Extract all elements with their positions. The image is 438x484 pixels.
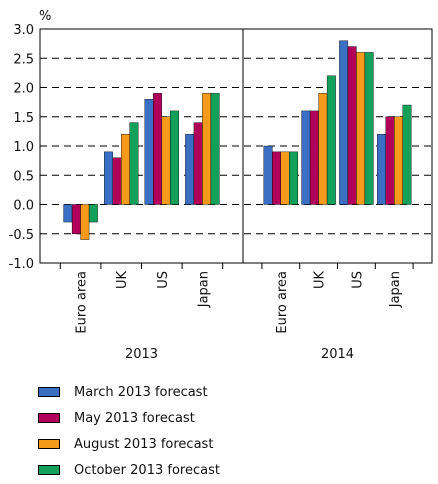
y-tick-label: 0.0	[13, 199, 34, 214]
bar	[63, 204, 73, 223]
bar	[377, 134, 386, 205]
x-category-label: Japan	[196, 271, 211, 308]
y-tick-label: 1.5	[13, 111, 34, 126]
bar	[144, 98, 154, 205]
x-category-label: Euro area	[75, 271, 90, 334]
bar	[103, 151, 113, 205]
legend-swatch-may	[38, 413, 60, 423]
legend-swatch-august	[38, 439, 60, 449]
bar	[385, 116, 395, 205]
legend-label-march: March 2013 forecast	[74, 384, 208, 400]
bar	[318, 93, 328, 205]
bar	[263, 145, 273, 205]
bar	[364, 52, 374, 205]
tick-labels: 3.0 2.5 2.0 1.5 1.0 0.5 0.0 -0.5 -1.0% Euro area U…	[9, 9, 404, 362]
legend-label-august: August 2013 forecast	[74, 436, 214, 452]
legend-item-august: August 2013 forecast	[38, 432, 220, 456]
bar	[210, 93, 220, 205]
bar-chart: 3.0 2.5 2.0 1.5 1.0 0.5 0.0 -0.5 -1.0% Euro area U…	[9, 9, 433, 362]
bar	[71, 204, 81, 234]
bar	[153, 93, 163, 205]
x-category-label: US	[350, 271, 365, 289]
legend-item-october: October 2013 forecast	[38, 458, 220, 482]
x-category-label: Japan	[388, 271, 403, 308]
y-tick-label: -1.0	[9, 257, 34, 272]
bar	[347, 46, 357, 205]
x-category-label: Euro area	[275, 271, 290, 334]
bar	[280, 151, 290, 205]
legend-item-march: March 2013 forecast	[38, 380, 220, 404]
plot-frame	[39, 28, 433, 264]
legend-label-october: October 2013 forecast	[74, 462, 220, 478]
legend-swatch-march	[38, 387, 60, 397]
bar	[309, 110, 319, 205]
y-tick-label: 2.0	[13, 82, 34, 97]
bar	[193, 122, 203, 205]
bar	[88, 204, 98, 223]
bar	[339, 40, 349, 205]
bar	[301, 110, 311, 205]
y-tick-label: -0.5	[9, 228, 34, 243]
bar	[170, 110, 180, 205]
bar	[272, 151, 281, 205]
y-tick-label: 1.0	[13, 140, 34, 155]
legend-item-may: May 2013 forecast	[38, 406, 220, 430]
bar	[80, 204, 90, 240]
panel-year-label: 2013	[125, 347, 158, 362]
x-category-label: UK	[115, 271, 130, 290]
bar	[120, 134, 130, 205]
legend: March 2013 forecast May 2013 forecast Au…	[38, 380, 220, 484]
bar	[326, 75, 336, 205]
bar	[185, 134, 195, 205]
legend-swatch-october	[38, 465, 60, 475]
y-tick-label: 2.5	[13, 52, 34, 67]
y-tick-label: 3.0	[13, 23, 34, 38]
bar	[112, 157, 122, 205]
bar	[289, 151, 298, 205]
bar	[161, 116, 171, 205]
x-category-label: UK	[313, 271, 328, 290]
bar	[202, 93, 212, 205]
bar	[402, 104, 412, 205]
axes	[39, 28, 433, 269]
x-category-label: US	[156, 271, 171, 289]
y-axis-unit-label: %	[39, 9, 51, 24]
bars	[63, 40, 412, 240]
panel-year-label: 2014	[321, 347, 354, 362]
bar	[394, 116, 403, 205]
legend-label-may: May 2013 forecast	[74, 410, 195, 426]
bar	[356, 52, 366, 205]
bar	[129, 122, 139, 205]
y-tick-label: 0.5	[13, 169, 34, 184]
